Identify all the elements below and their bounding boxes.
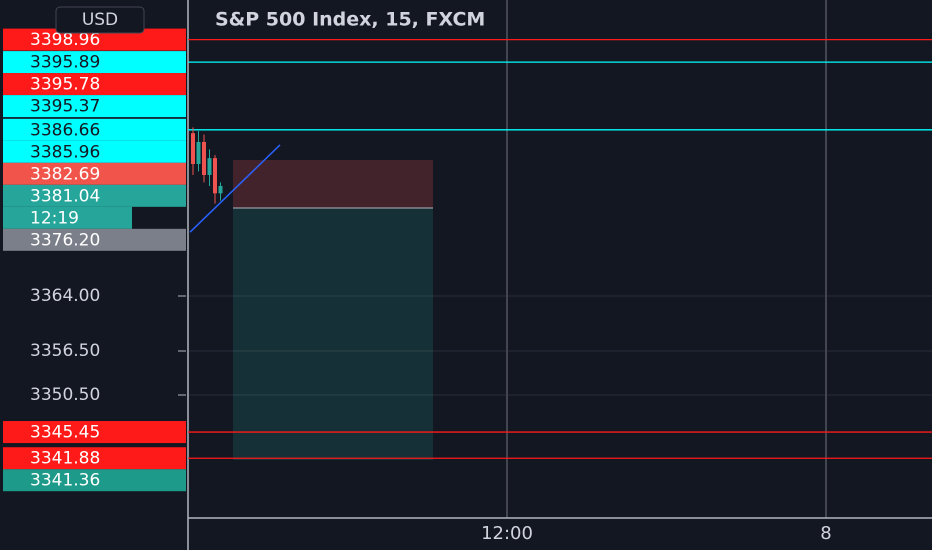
candle-body	[202, 141, 206, 175]
candle-body	[196, 141, 201, 164]
price-label: 12:19	[30, 208, 79, 228]
price-label-bg	[3, 184, 186, 207]
price-label-bg	[3, 118, 186, 141]
y-tick-label: 3356.50	[30, 341, 100, 361]
stop-zone	[233, 159, 433, 208]
x-tick-label: 12:00	[481, 523, 533, 544]
price-label: 3341.88	[30, 449, 100, 469]
x-tick-label: 8	[820, 523, 831, 544]
price-label: 3395.37	[30, 97, 100, 117]
price-label: 3395.78	[30, 75, 100, 95]
price-label-bg	[3, 206, 132, 229]
price-label: 3386.66	[30, 120, 100, 140]
candle-body	[218, 185, 223, 194]
currency-button[interactable]	[55, 6, 145, 34]
y-tick-label: 3350.50	[30, 385, 100, 405]
price-label-bg	[3, 421, 186, 444]
target-zone	[233, 207, 433, 460]
price-label: 3381.04	[30, 186, 100, 206]
currency[interactable]: USD	[82, 10, 118, 30]
y-tick-label: 3364.00	[30, 286, 100, 306]
price-label: 3345.45	[30, 423, 100, 443]
price-label-bg	[3, 162, 186, 185]
price-label: 3398.96	[30, 30, 100, 50]
price-label-bg	[3, 51, 186, 74]
price-label-bg	[3, 469, 186, 492]
price-label: 3385.96	[30, 142, 100, 162]
price-label-bg	[3, 447, 186, 470]
price-label: 3382.69	[30, 164, 100, 184]
price-label-bg	[3, 95, 186, 118]
candle-body	[207, 158, 212, 175]
trendline	[189, 144, 281, 233]
chart-title: S&P 500 Index, 15, FXCM	[215, 9, 485, 31]
price-label-bg	[3, 140, 186, 163]
price-label-bg	[3, 28, 186, 51]
price-label-bg	[3, 228, 186, 251]
price-label: 3376.20	[30, 230, 100, 250]
candle-body	[191, 133, 195, 164]
price-label-bg	[3, 73, 186, 96]
price-label: 3341.36	[30, 471, 100, 491]
price-label: 3395.89	[30, 53, 100, 73]
candle-body	[213, 158, 217, 194]
